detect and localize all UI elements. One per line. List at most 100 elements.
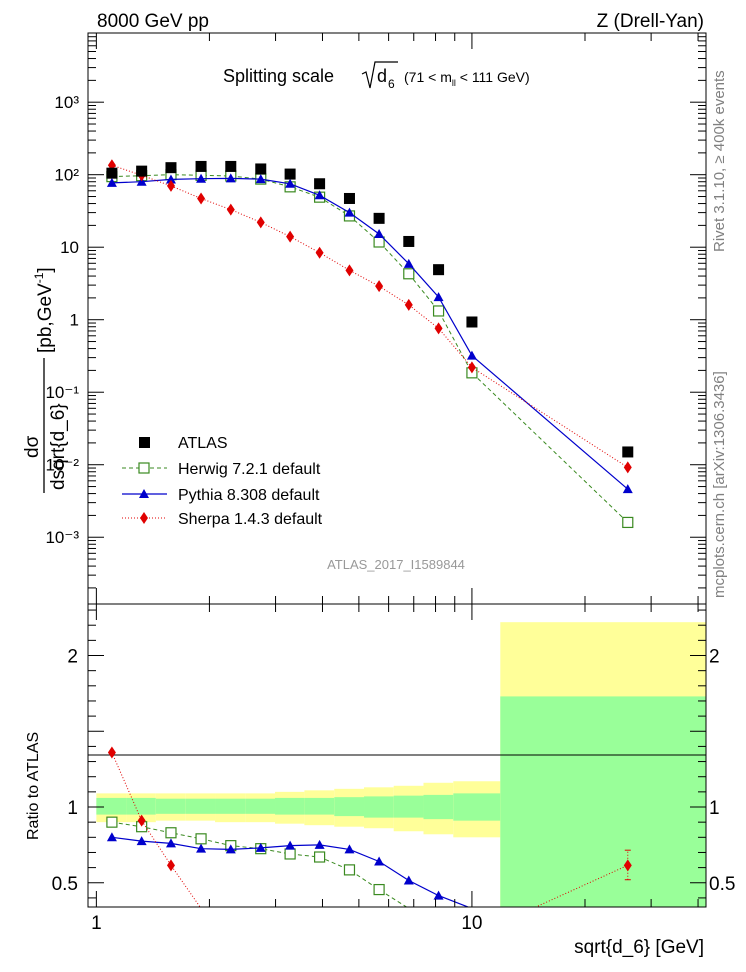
- legend-label-herwig: Herwig 7.2.1 default: [178, 461, 321, 478]
- ratio-point-sherpa: [623, 859, 632, 872]
- main-point-atlas: [255, 163, 267, 175]
- x-tick-label: 1: [91, 913, 102, 934]
- band-inner: [245, 798, 276, 814]
- legend-marker-herwig: [138, 462, 150, 474]
- x-tick-label: 10: [461, 913, 482, 934]
- ratio-y-tick-label: 0.5: [52, 874, 78, 895]
- ratio-ylabel: Ratio to ATLAS: [25, 732, 42, 840]
- main-point-atlas: [136, 165, 148, 177]
- main-point-pythia: [433, 292, 444, 302]
- y-tick-label: 10²: [54, 166, 79, 185]
- y-tick-label: 1: [70, 311, 79, 330]
- main-point-atlas: [343, 192, 355, 204]
- main-series: [106, 159, 634, 529]
- band-inner: [364, 796, 394, 818]
- ratio-line-sherpa: [111, 752, 201, 907]
- main-point-herwig: [403, 268, 415, 280]
- y-tick-label: 10⁻¹: [45, 383, 79, 402]
- main-point-sherpa: [315, 246, 324, 259]
- band-inner: [96, 797, 127, 815]
- band-inner: [215, 798, 246, 814]
- ratio-point-pythia: [136, 836, 147, 846]
- band-inner: [155, 798, 186, 814]
- ratio-point-herwig: [165, 827, 177, 839]
- ratio-frame: [87, 603, 707, 908]
- main-point-pythia: [165, 174, 176, 184]
- y-tick-label: 10⁻²: [45, 456, 79, 475]
- main-point-atlas: [284, 168, 296, 180]
- main-point-atlas: [165, 162, 177, 174]
- main-ticks: 10⁻³ 10⁻² 10⁻¹ 1 10 10² 10³: [45, 32, 706, 604]
- main-point-pythia: [622, 484, 633, 494]
- ylabel-numerator: dσ: [22, 435, 43, 458]
- header-right: Z (Drell-Yan): [597, 11, 704, 32]
- main-point-pythia: [255, 174, 266, 184]
- main-point-sherpa: [345, 264, 354, 277]
- mcplots-label: mcplots.cern.ch [arXiv:1306.3436]: [711, 371, 728, 598]
- main-point-pythia: [196, 173, 207, 183]
- band-inner: [126, 797, 156, 815]
- main-point-atlas: [403, 235, 415, 247]
- watermark: ATLAS_2017_I1589844: [327, 557, 465, 572]
- sqrt-d: d: [377, 66, 387, 86]
- main-point-sherpa: [404, 298, 413, 311]
- ratio-tail-sherpa: [534, 864, 629, 907]
- ratio-point-herwig: [373, 883, 385, 896]
- main-point-pythia: [314, 190, 325, 200]
- legend-entry-pythia: Pythia 8.308 default: [122, 487, 320, 504]
- ratio-point-herwig: [313, 851, 326, 863]
- chart-title-text: Splitting scale: [223, 66, 334, 86]
- legend-label-atlas: ATLAS: [178, 435, 228, 452]
- y-tick-label: 10: [60, 238, 79, 257]
- band-inner: [334, 797, 365, 817]
- ratio-point-pythia: [374, 856, 385, 866]
- ratio-bands: [96, 622, 706, 907]
- legend-entry-sherpa: Sherpa 1.4.3 default: [122, 511, 323, 528]
- main-point-pythia: [374, 229, 385, 239]
- legend-marker-sherpa: [140, 512, 148, 524]
- main-point-pythia: [403, 258, 414, 268]
- main-line-pythia: [111, 177, 629, 490]
- ratio-point-sherpa: [107, 746, 116, 759]
- y-tick-label: 10⁻³: [45, 528, 79, 547]
- ratio-point-pythia: [403, 875, 414, 885]
- ylabel-units: [pb,GeV-1]: [32, 267, 56, 353]
- ratio-y-tick-label-right: 0.5: [709, 874, 735, 895]
- main-point-sherpa: [623, 461, 632, 474]
- main-point-sherpa: [467, 361, 476, 374]
- band-inner: [393, 795, 424, 818]
- band-inner: [304, 797, 335, 815]
- main-point-sherpa: [197, 192, 206, 205]
- band-inner: [275, 797, 305, 815]
- main-point-sherpa: [286, 230, 295, 243]
- sqrt-d-sub: 6: [388, 77, 395, 91]
- ratio-ticks: 0.5 0.5 1 1 2 2 1 10: [52, 604, 735, 934]
- ratio-point-pythia: [285, 840, 296, 850]
- sqrt-sign: [361, 61, 398, 89]
- ratio-xlabel: sqrt{d_6} [GeV]: [574, 937, 704, 958]
- ratio-y-tick-label-right: 2: [709, 647, 720, 668]
- ratio-point-pythia: [255, 842, 266, 852]
- main-point-atlas: [622, 446, 634, 458]
- legend-entry-herwig: Herwig 7.2.1 default: [122, 461, 321, 478]
- main-point-atlas: [314, 178, 326, 190]
- legend: ATLAS Herwig 7.2.1 default Pythia 8.308 …: [122, 435, 323, 528]
- main-line-sherpa: [111, 164, 629, 468]
- band-inner: [453, 793, 501, 821]
- main-point-pythia: [106, 177, 117, 187]
- main-point-atlas: [373, 212, 385, 224]
- band-inner: [185, 798, 216, 814]
- ratio-y-tick-label: 1: [67, 798, 78, 819]
- ratio-point-pythia: [225, 844, 236, 854]
- main-point-sherpa: [166, 179, 175, 192]
- main-point-herwig: [622, 516, 634, 529]
- ratio-point-pythia: [344, 844, 355, 854]
- ylabel-denominator: dsqrt{d_6}: [48, 403, 69, 490]
- ratio-panel: 0.5 0.5 1 1 2 2 1 10 Ratio to ATLAS sqrt{d_6} […: [25, 603, 735, 958]
- main-point-atlas: [433, 264, 445, 276]
- ratio-point-sherpa: [166, 859, 175, 872]
- ratio-point-pythia: [106, 832, 117, 842]
- ratio-y-tick-label-right: 1: [709, 798, 720, 819]
- ratio-point-pythia: [196, 843, 207, 853]
